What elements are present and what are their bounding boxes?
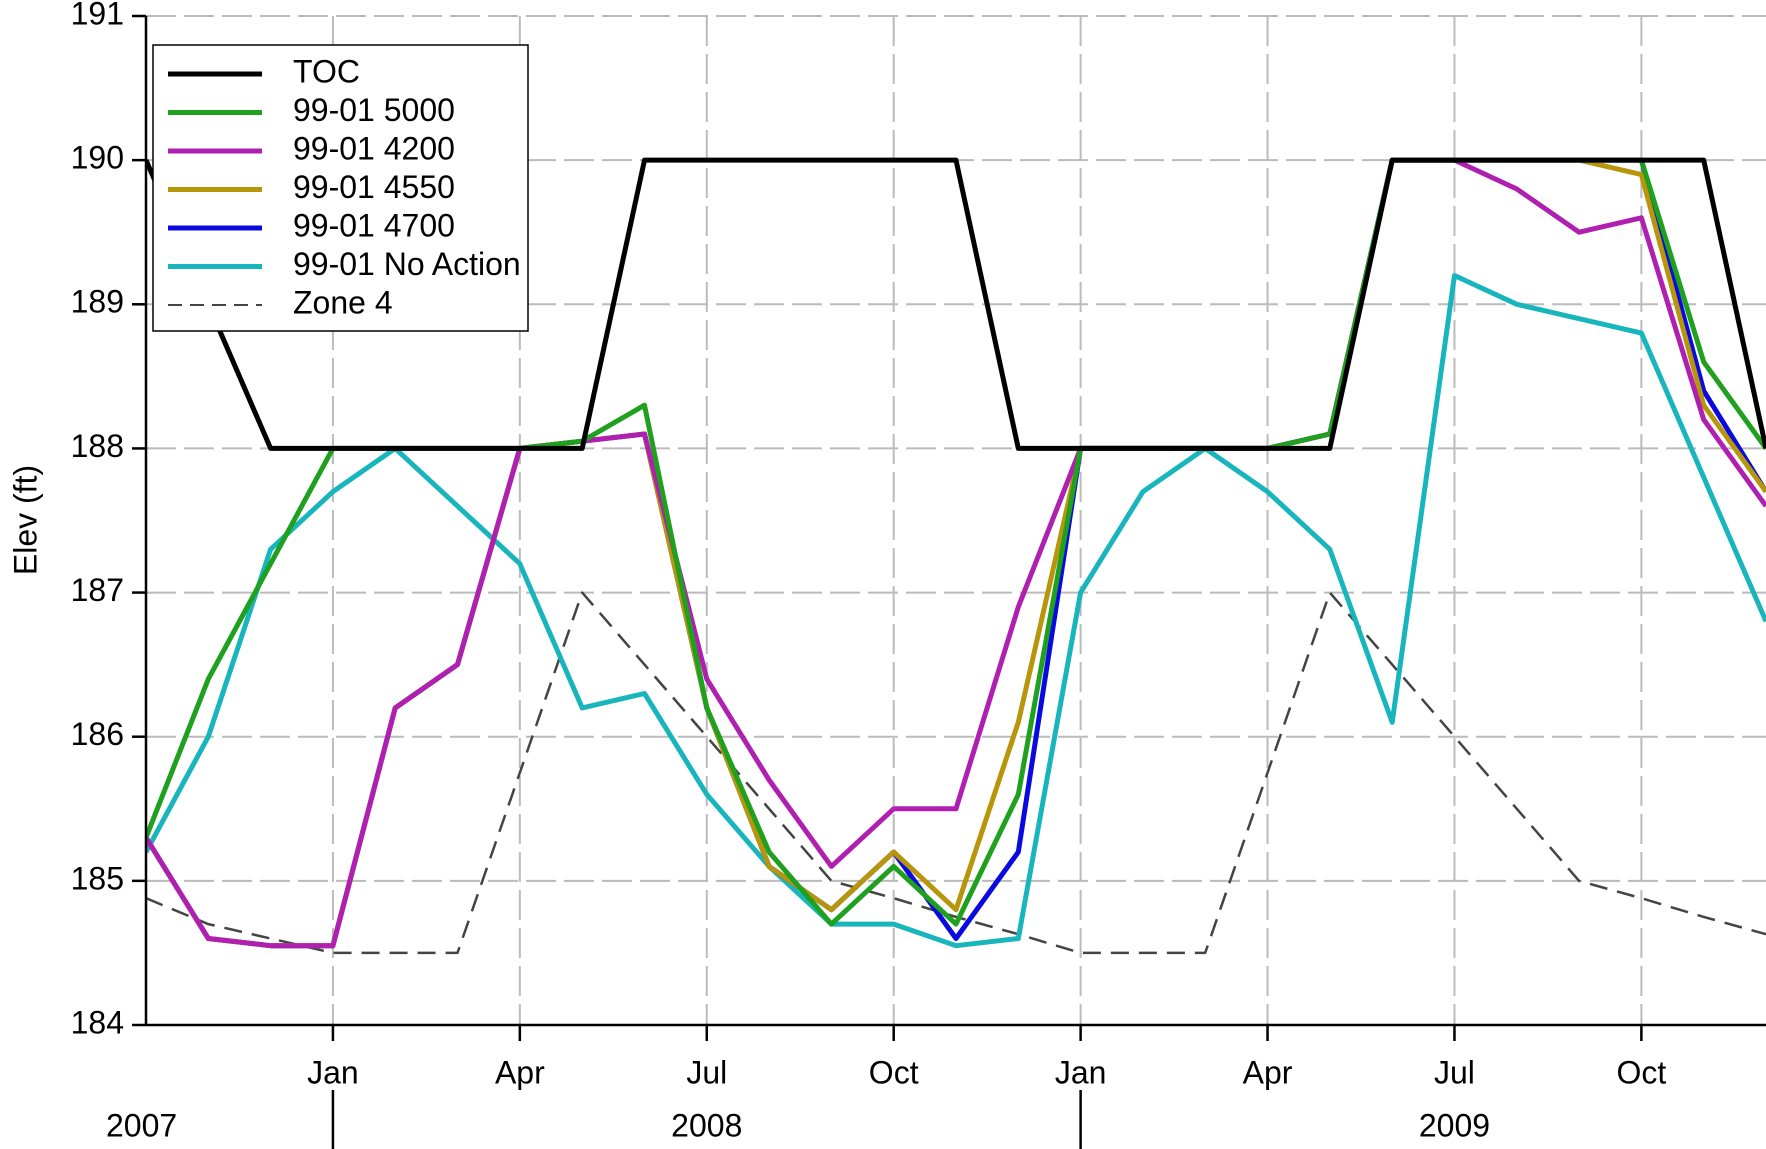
legend-label: 99-01 4700 <box>293 207 455 243</box>
lines <box>146 157 1766 955</box>
series-line <box>146 591 1766 955</box>
y-tick-label: 190 <box>71 140 124 176</box>
axes: 184 185 186 187 188 189 190 191 Jan Apr Jul Oct Jan A… <box>71 0 1666 1149</box>
series-line <box>146 157 1766 949</box>
x-tick-label: Oct <box>869 1054 919 1090</box>
x-tick-label: Jan <box>1055 1054 1107 1090</box>
x-tick-label: Apr <box>1243 1054 1293 1090</box>
legend-label: 99-01 4200 <box>293 130 455 166</box>
year-label: 2008 <box>671 1107 742 1143</box>
legend-label: Zone 4 <box>293 284 393 320</box>
y-tick-label: 189 <box>71 284 124 320</box>
year-label: 2009 <box>1419 1107 1490 1143</box>
x-tick-label: Apr <box>495 1054 545 1090</box>
year-label: 2007 <box>106 1107 177 1143</box>
x-tick-label: Jul <box>1434 1054 1475 1090</box>
x-tick-label: Oct <box>1616 1054 1666 1090</box>
legend-label: 99-01 No Action <box>293 246 521 282</box>
y-tick-label: 187 <box>71 572 124 608</box>
y-tick-label: 191 <box>71 0 124 31</box>
y-tick-label: 186 <box>71 716 124 752</box>
x-tick-label: Jan <box>307 1054 359 1090</box>
series-line <box>146 273 1766 949</box>
y-axis-label: Elev (ft) <box>7 465 43 575</box>
legend-label: 99-01 4550 <box>293 169 455 205</box>
x-tick-label: Jul <box>686 1054 727 1090</box>
y-tick-label: 188 <box>71 428 124 464</box>
y-tick-label: 185 <box>71 860 124 896</box>
legend-label: 99-01 5000 <box>293 92 455 128</box>
series-line <box>146 157 1766 451</box>
y-tick-label: 184 <box>71 1004 124 1040</box>
legend-label: TOC <box>293 53 360 89</box>
